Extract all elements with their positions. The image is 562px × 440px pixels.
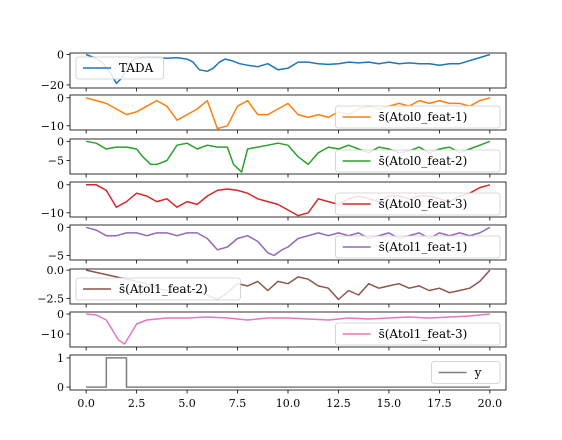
panel-3-y-tick-label-1: −5	[48, 155, 64, 168]
panel-3: 0 −5 s̄(Atol0_feat-2)	[48, 135, 507, 178]
panel-5-y-tick-label-0: 0	[57, 221, 64, 234]
panel-4-legend-box	[335, 192, 501, 216]
panel-6-y-tick-label-0: 0.0	[47, 264, 65, 277]
panel-3-series-line	[85, 140, 491, 173]
panel-6: 0.0 −2.5 s̄(Atol1_feat-2)	[37, 264, 507, 308]
panel-6-legend-box	[75, 277, 241, 301]
panel-5-legend: s̄(Atol1_feat-1)	[335, 235, 501, 259]
panel-2: 0 −10 s̄(Atol0_feat-1)	[41, 92, 507, 134]
panel-3-legend-label: s̄(Atol0_feat-2)	[379, 154, 468, 168]
panel-2-series-line	[85, 97, 491, 130]
panel-7-legend: s̄(Atol1_feat-3)	[335, 322, 501, 346]
panel-4-y-tick-label-0: 0	[57, 179, 64, 192]
x-tick-label-2: 5.0	[178, 397, 196, 410]
panel-3-y-tick-label-0: 0	[57, 135, 64, 148]
panel-1: 0 −20 TADA	[41, 49, 507, 92]
panel-6-legend: s̄(Atol1_feat-2)	[75, 277, 241, 301]
panel-4-y-tick-label-1: −10	[41, 207, 64, 220]
x-tick-label-5: 12.5	[326, 397, 351, 410]
panel-7-y-tick-label-1: −10	[41, 328, 64, 341]
x-tick-label-7: 17.5	[427, 397, 452, 410]
panel-1-y-tick-label-0: 0	[57, 49, 64, 62]
panel-7-legend-label: s̄(Atol1_feat-3)	[379, 327, 468, 341]
panel-5: 0 −5 s̄(Atol1_feat-1)	[48, 221, 507, 264]
panel-8-series-line	[86, 357, 490, 388]
panel-3-legend-box	[335, 149, 501, 173]
panel-1-y-tick-label-1: −20	[41, 79, 64, 92]
x-tick-label-4: 10.0	[276, 397, 301, 410]
panel-2-y-tick-label-1: −10	[41, 120, 64, 133]
panel-1-legend-box	[75, 56, 164, 80]
panel-7-legend-box	[335, 322, 501, 346]
x-tick-label-0: 0.0	[77, 397, 95, 410]
panel-4: 0 −10 s̄(Atol0_feat-3)	[41, 179, 507, 221]
panel-8-legend: y	[431, 361, 501, 384]
x-tick-label-6: 15.0	[377, 397, 402, 410]
panel-6-legend-label: s̄(Atol1_feat-2)	[119, 282, 208, 296]
x-tick-label-8: 20.0	[478, 397, 503, 410]
panel-8-y-tick-label-1: 1	[57, 352, 64, 365]
panel-1-legend: TADA	[75, 56, 164, 80]
panel-5-legend-label: s̄(Atol1_feat-1)	[379, 240, 468, 254]
x-tick-label-1: 2.5	[128, 397, 146, 410]
panel-2-legend-label: s̄(Atol0_feat-1)	[379, 110, 468, 124]
panel-3-legend: s̄(Atol0_feat-2)	[335, 149, 501, 173]
panel-5-y-tick-label-1: −5	[48, 249, 64, 262]
panel-5-series-line	[85, 226, 491, 257]
panel-2-legend: s̄(Atol0_feat-1)	[335, 105, 501, 129]
panel-8-legend-label: y	[474, 366, 482, 380]
panel-4-legend-label: s̄(Atol0_feat-3)	[379, 197, 468, 211]
panel-8: 0 1 y	[57, 352, 507, 394]
panel-2-legend-box	[335, 105, 501, 129]
x-tick-label-3: 7.5	[229, 397, 247, 410]
panel-4-legend: s̄(Atol0_feat-3)	[335, 192, 501, 216]
panel-7: 0 −10 s̄(Atol1_feat-3)	[41, 308, 507, 351]
panel-7-y-tick-label-0: 0	[57, 308, 64, 321]
panel-6-y-tick-label-1: −2.5	[37, 292, 64, 305]
panel-1-legend-label: TADA	[119, 61, 154, 75]
panel-2-y-tick-label-0: 0	[57, 92, 64, 105]
panel-5-legend-box	[335, 235, 501, 259]
panel-8-y-tick-label-0: 0	[57, 381, 64, 394]
panel-7-series-line	[86, 313, 490, 345]
